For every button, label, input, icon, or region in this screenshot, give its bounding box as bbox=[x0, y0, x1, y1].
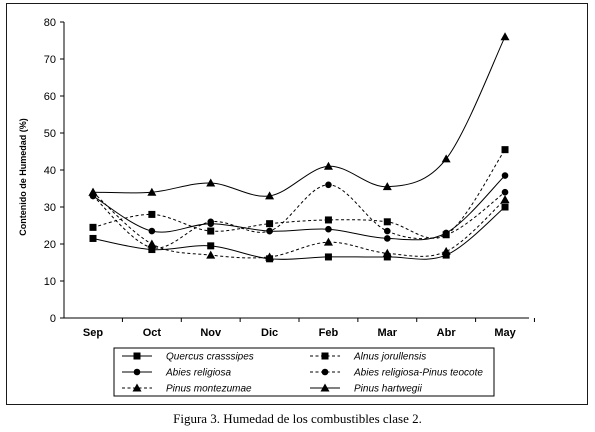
y-tick-label: 70 bbox=[44, 54, 56, 66]
series-layer bbox=[88, 32, 510, 263]
legend-item: Pinus montezumae bbox=[122, 383, 252, 395]
x-tick-label: May bbox=[494, 327, 516, 339]
legend-item: Alnus jorullensis bbox=[310, 352, 426, 363]
data-point-marker bbox=[88, 187, 98, 196]
data-point-marker bbox=[89, 234, 97, 242]
y-tick-label: 0 bbox=[50, 313, 56, 325]
data-point-marker bbox=[324, 253, 332, 261]
data-point-marker bbox=[500, 32, 510, 41]
data-point-marker bbox=[382, 248, 392, 257]
data-point-marker bbox=[441, 154, 451, 163]
series-abies-religiosa bbox=[89, 172, 509, 242]
data-point-marker bbox=[501, 188, 509, 196]
data-point-marker bbox=[265, 252, 275, 261]
y-tick-label: 80 bbox=[44, 17, 56, 29]
data-point-marker bbox=[206, 178, 216, 187]
y-tick-label: 60 bbox=[44, 91, 56, 103]
legend-marker bbox=[321, 352, 329, 360]
series-line bbox=[92, 36, 506, 197]
data-point-marker bbox=[383, 253, 391, 261]
legend-label: Pinus montezumae bbox=[166, 384, 252, 395]
data-point-marker bbox=[501, 172, 509, 179]
x-tick-label: Feb bbox=[319, 327, 339, 339]
data-point-marker bbox=[147, 239, 157, 248]
data-point-marker bbox=[442, 231, 450, 239]
legend-item: Quercus crasssipes bbox=[122, 352, 254, 363]
data-point-marker bbox=[324, 216, 332, 224]
figure-caption: Figura 3. Humedad de los combustibles cl… bbox=[173, 411, 422, 426]
data-point-marker bbox=[323, 161, 333, 170]
y-tick-label: 10 bbox=[44, 276, 56, 288]
legend-item: Abies religiosa bbox=[122, 368, 231, 379]
x-tick-label: Sep bbox=[83, 327, 103, 339]
data-point-marker bbox=[207, 218, 215, 226]
legend-label: Pinus hartwegii bbox=[354, 384, 423, 395]
legend-marker bbox=[321, 368, 329, 376]
data-point-marker bbox=[207, 242, 215, 250]
legend-label: Abies religiosa-Pinus teocote bbox=[353, 368, 483, 379]
data-point-marker bbox=[147, 187, 157, 196]
x-tick-label: Abr bbox=[437, 327, 457, 339]
legend-label: Abies religiosa bbox=[165, 368, 231, 379]
legend-box bbox=[113, 347, 495, 397]
data-point-marker bbox=[148, 227, 156, 235]
data-point-marker bbox=[501, 146, 509, 154]
legend-label: Alnus jorullensis bbox=[353, 352, 426, 363]
x-tick-label: Oct bbox=[143, 327, 162, 339]
x-tick-label: Mar bbox=[378, 327, 398, 339]
series-line bbox=[92, 149, 506, 239]
data-point-marker bbox=[325, 181, 332, 189]
legend-item: Abies religiosa-Pinus teocote bbox=[310, 368, 483, 379]
axes: 0 10 20 30 40 50 60 70 80 Sep Oct Nov Dic Feb Mar Abr Ma… bbox=[44, 17, 535, 339]
legend-marker bbox=[133, 368, 141, 376]
data-point-marker bbox=[383, 218, 391, 226]
y-tick-label: 20 bbox=[44, 239, 56, 251]
data-point-marker bbox=[500, 195, 510, 204]
data-point-marker bbox=[441, 246, 451, 255]
data-point-marker bbox=[206, 250, 216, 259]
data-point-marker bbox=[148, 210, 156, 218]
legend-marker bbox=[133, 352, 141, 360]
figure-frame bbox=[6, 3, 588, 405]
legend-marker bbox=[320, 383, 330, 392]
data-point-marker bbox=[325, 225, 332, 233]
x-tick-label: Dic bbox=[261, 327, 278, 339]
line-chart: Contenido de Humedad (%) 0 10 20 30 40 50 60 70… bbox=[18, 17, 535, 397]
legend-label: Quercus crasssipes bbox=[166, 352, 254, 363]
data-point-marker bbox=[265, 191, 275, 200]
data-point-marker bbox=[384, 235, 391, 242]
data-point-marker bbox=[266, 227, 273, 235]
data-point-marker bbox=[384, 227, 391, 235]
series-abies-religiosa-pinus-teocote bbox=[89, 181, 509, 251]
data-point-marker bbox=[382, 182, 392, 191]
x-tick-label: Nov bbox=[200, 327, 222, 339]
legend-marker bbox=[132, 383, 142, 392]
legend: Quercus crasssipes Alnus jorullensis Abies… bbox=[113, 347, 495, 397]
series-line bbox=[92, 184, 506, 249]
series-pinus-hartwegii bbox=[88, 32, 510, 200]
y-tick-label: 40 bbox=[44, 165, 56, 177]
data-point-marker bbox=[501, 203, 509, 211]
data-point-marker bbox=[323, 237, 333, 246]
data-point-marker bbox=[89, 223, 97, 231]
data-point-marker bbox=[442, 251, 450, 259]
y-tick-label: 30 bbox=[44, 202, 56, 214]
data-point-marker bbox=[266, 220, 274, 228]
data-point-marker bbox=[207, 227, 215, 235]
y-axis-title: Contenido de Humedad (%) bbox=[18, 118, 28, 236]
y-tick-label: 50 bbox=[44, 128, 56, 140]
legend-item: Pinus hartwegii bbox=[310, 383, 423, 395]
